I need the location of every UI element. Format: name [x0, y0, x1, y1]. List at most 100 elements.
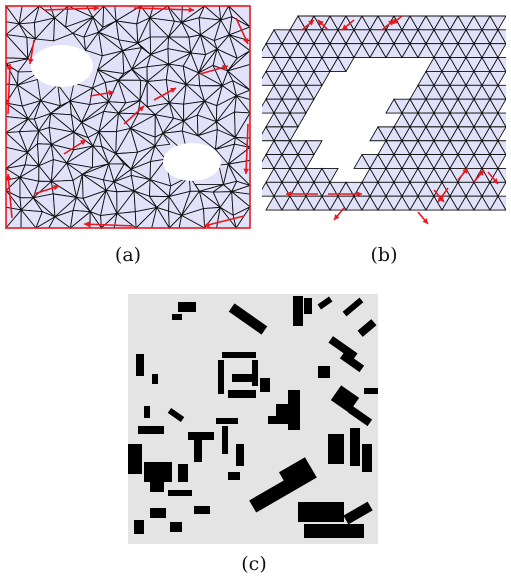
grid-b-arrow-head — [462, 168, 468, 174]
map-c-building — [228, 472, 240, 480]
map-c-building — [330, 385, 360, 413]
map-c-building — [252, 360, 258, 386]
map-c-building — [260, 378, 270, 392]
caption-c: (c) — [241, 553, 267, 575]
grid-b-arrow-head — [388, 20, 394, 26]
grid-b-arrow-head — [334, 214, 340, 220]
map-c-building — [304, 298, 312, 314]
map-c-building — [232, 374, 252, 382]
map-c-building — [343, 501, 373, 525]
grid-b-triangle — [289, 112, 307, 128]
mesh-a-triangle — [154, 132, 171, 147]
mesh-a-triangle — [17, 70, 43, 86]
map-c-building — [362, 444, 372, 472]
map-c-building — [279, 457, 311, 483]
map-c-building — [228, 390, 256, 398]
caption-b: (b) — [370, 244, 398, 266]
grid-b-triangle — [305, 84, 323, 101]
grid-b-arrow-head — [438, 196, 444, 202]
map-c-building — [249, 465, 317, 513]
map-c-building — [342, 297, 364, 317]
grid-b-arrow-head — [286, 191, 292, 197]
grid-b-triangle — [313, 70, 331, 87]
grid-b-triangle — [281, 126, 299, 142]
grid-b-arrow-head — [392, 18, 398, 24]
map-c-building — [228, 303, 268, 335]
map-c-building — [268, 416, 284, 424]
grid-b-arrow-head — [492, 178, 498, 184]
grid-b-triangle — [297, 98, 315, 114]
map-c-building — [150, 482, 164, 492]
map-c-building — [188, 432, 214, 440]
mesh-a-arrow-head — [80, 140, 86, 146]
mesh-a-arrow — [245, 123, 249, 175]
map-c-building — [216, 418, 238, 424]
grid-b-triangle — [489, 154, 506, 170]
grid-b-triangle — [305, 140, 323, 156]
mesh-a-arrow-head — [222, 64, 228, 71]
grid-b-arrow-head — [308, 20, 314, 26]
panel-a — [4, 4, 252, 230]
grid-b-triangle — [489, 70, 506, 87]
mesh-a-arrow — [133, 7, 195, 11]
map-c-building — [218, 360, 224, 394]
map-c-building — [317, 296, 333, 310]
grid-b-triangle — [337, 57, 355, 73]
map-c-building — [136, 354, 144, 376]
map-c-building — [152, 374, 158, 384]
map-c-building — [318, 366, 330, 378]
mesh-a-arrow — [203, 215, 245, 227]
map-c-building — [194, 440, 202, 462]
mesh-a-arrow-head — [138, 106, 144, 112]
map-c-building — [167, 407, 185, 423]
mesh-a-arrow — [83, 223, 135, 227]
map-c-building — [150, 508, 166, 518]
mesh-a-arrow-head — [108, 90, 114, 96]
map-c-building — [178, 302, 196, 312]
map-c-building — [144, 406, 150, 418]
grid-b-arrow-head — [478, 170, 484, 176]
grid-b-arrow-head — [356, 191, 362, 197]
panel-c — [128, 294, 378, 544]
map-c-building — [134, 520, 144, 534]
grid-b-arrow-head — [422, 218, 428, 224]
mesh-a-boundary — [5, 5, 251, 229]
caption-a: (a) — [114, 244, 142, 266]
grid-b-triangle — [497, 29, 506, 45]
mesh-a-triangle — [181, 119, 200, 137]
map-c-building — [304, 524, 364, 538]
map-c-building — [339, 351, 365, 373]
mesh-a-arrow — [43, 7, 100, 11]
map-c-building — [328, 434, 344, 464]
grid-b-triangle — [489, 126, 506, 142]
mesh-a-arrow-head — [6, 64, 13, 70]
map-c-building — [168, 490, 192, 496]
panel-b-grid — [262, 15, 506, 225]
mesh-a-arrow-head — [188, 6, 194, 13]
map-c-building — [293, 296, 303, 326]
mesh-a-arrow — [7, 173, 13, 219]
panel-c-map — [128, 294, 378, 544]
mesh-a-arrow-head — [5, 174, 12, 180]
map-c-building — [357, 319, 377, 337]
grid-b-triangle — [497, 112, 506, 128]
map-c-building — [298, 502, 344, 522]
grid-b-triangle — [497, 84, 506, 101]
mesh-a-arrow-head — [170, 87, 176, 94]
mesh-a-arrow-head — [84, 221, 90, 228]
map-c-building — [328, 336, 358, 360]
panel-a-mesh — [4, 4, 252, 230]
map-c-building — [350, 428, 360, 466]
grid-b-triangle — [497, 140, 506, 156]
mesh-a-hole — [163, 143, 221, 181]
mesh-a-arrow-head — [243, 38, 249, 44]
panel-b — [262, 12, 506, 234]
map-c-building — [144, 462, 172, 482]
mesh-a-arrow-head — [53, 184, 59, 191]
map-c-building — [138, 426, 164, 434]
map-c-building — [194, 506, 210, 514]
map-c-building — [172, 314, 182, 320]
grid-b-triangle — [489, 43, 506, 59]
map-c-building — [222, 352, 256, 358]
grid-b-triangle — [321, 168, 339, 184]
